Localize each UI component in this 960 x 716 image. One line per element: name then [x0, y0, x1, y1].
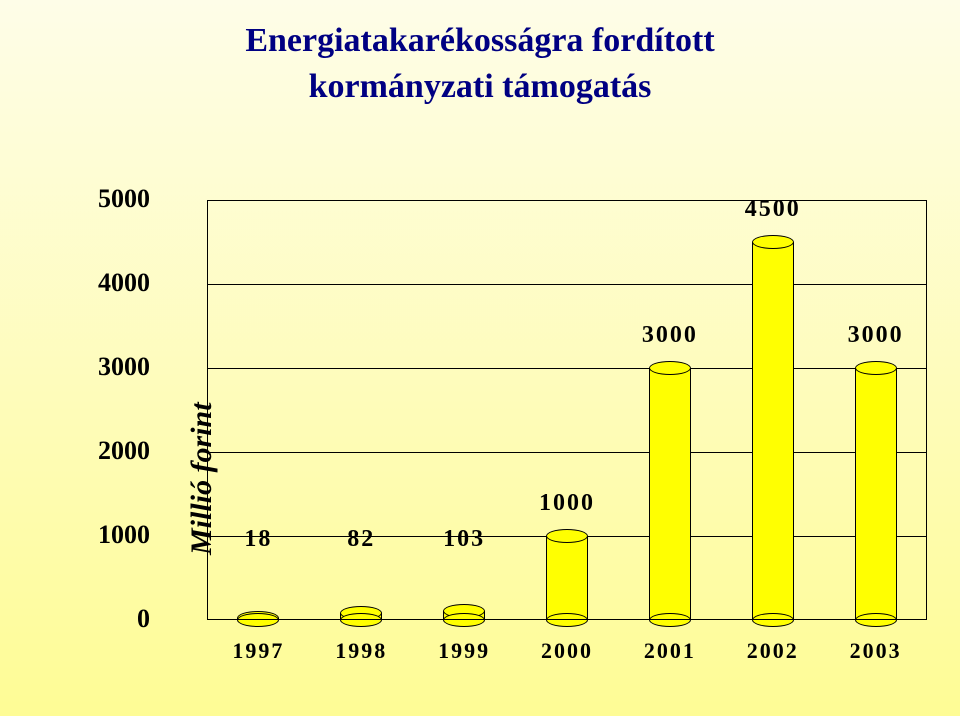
- y-tick: 1000: [0, 520, 150, 550]
- y-tick: 5000: [0, 184, 150, 214]
- value-label: 103: [443, 526, 485, 553]
- value-label: 3000: [848, 322, 904, 349]
- x-tick: 2003: [850, 638, 902, 664]
- x-tick: 1998: [335, 638, 387, 664]
- value-label: 18: [244, 526, 272, 553]
- x-tick: 1999: [438, 638, 490, 664]
- y-tick: 2000: [0, 436, 150, 466]
- value-label: 82: [347, 526, 375, 553]
- value-label: 3000: [642, 322, 698, 349]
- value-label: 1000: [539, 490, 595, 517]
- x-tick: 2001: [644, 638, 696, 664]
- plot-area: [207, 200, 927, 620]
- x-tick: 1997: [232, 638, 284, 664]
- x-tick: 2000: [541, 638, 593, 664]
- x-tick: 2002: [747, 638, 799, 664]
- chart-title: Energiatakarékosságra fordított kormányz…: [0, 18, 960, 110]
- value-label: 4500: [745, 196, 801, 223]
- plot-border: [207, 200, 927, 620]
- y-tick: 3000: [0, 352, 150, 382]
- y-tick: 4000: [0, 268, 150, 298]
- y-tick: 0: [0, 604, 150, 634]
